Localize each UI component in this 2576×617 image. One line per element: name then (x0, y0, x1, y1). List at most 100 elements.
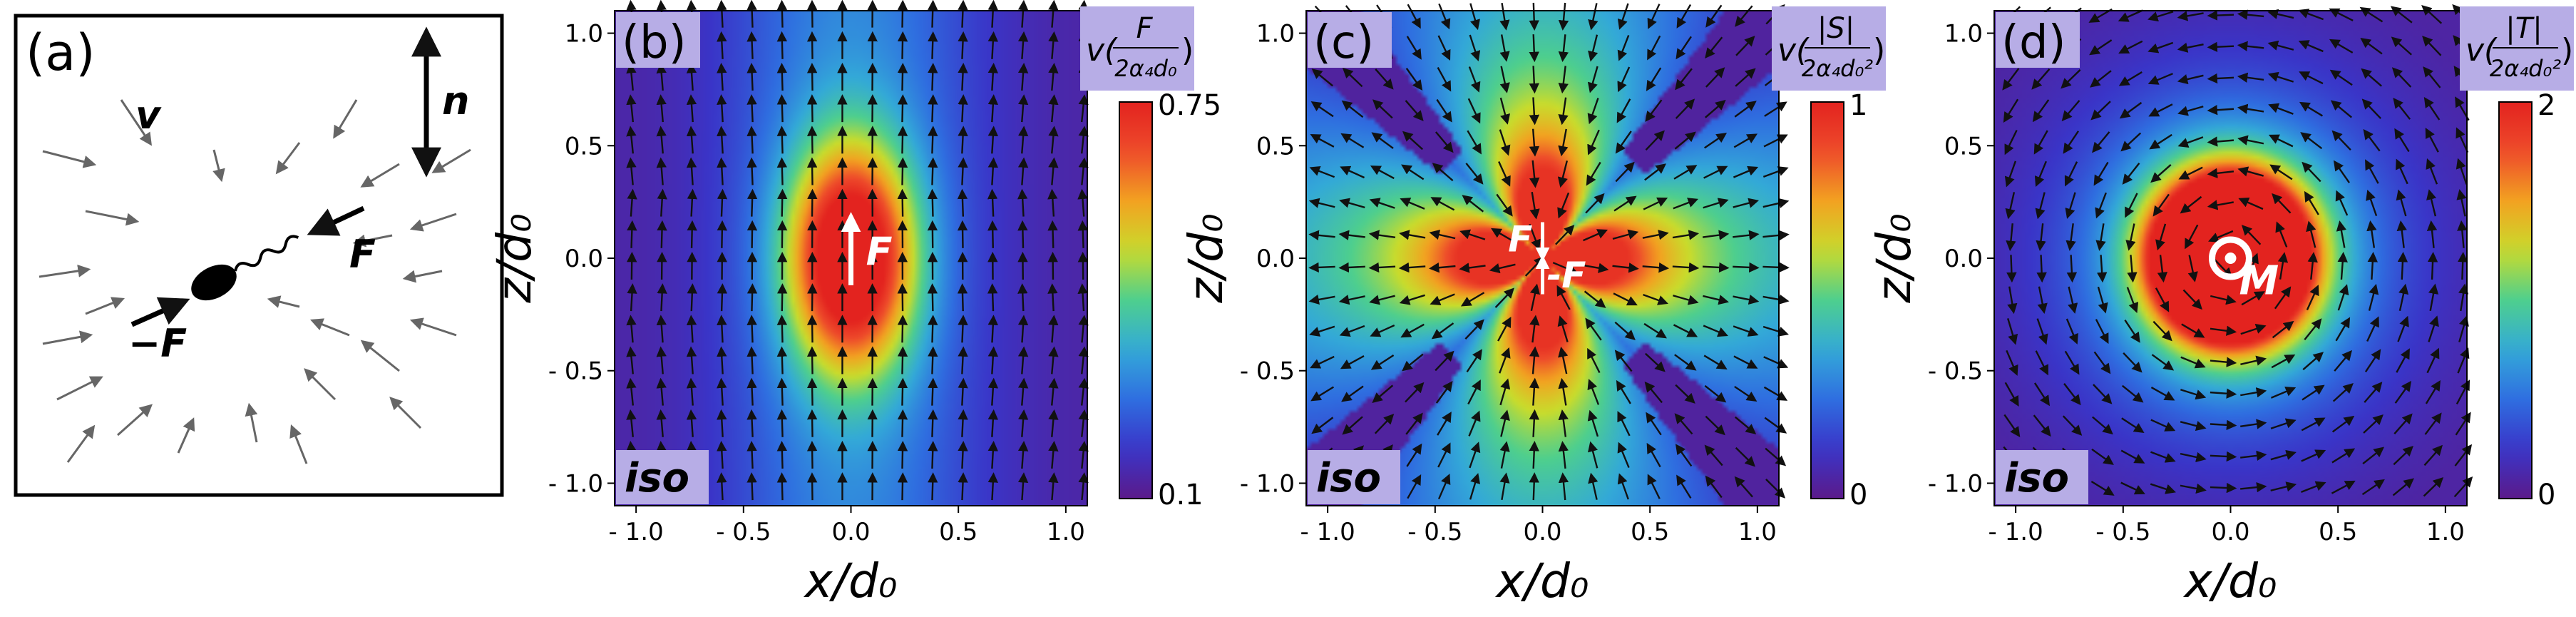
velocity-arrow (245, 402, 258, 443)
chart-panel-3: - 1.0 - 0.5 0.0 0.5 1.0 - 1.0 - 0.5 0.0 0.5 1.0 x/… (1867, 4, 2574, 608)
field-arrow (1642, 230, 1669, 240)
field-arrow (928, 62, 938, 91)
field-arrow (1734, 101, 1757, 118)
field-arrow (1673, 324, 1698, 337)
field-arrow (2180, 389, 2207, 400)
field-arrow (1558, 2, 1569, 31)
field-arrow (1311, 68, 1333, 87)
field-arrow (2066, 223, 2076, 251)
field-arrow (2090, 480, 2115, 496)
field-arrow (746, 346, 757, 374)
field-arrow (717, 440, 727, 469)
field-arrow (2458, 315, 2469, 342)
field-arrow (897, 377, 908, 406)
field-arrow (1467, 98, 1481, 124)
field-arrow (2247, 253, 2259, 280)
field-arrow (656, 126, 667, 154)
field-arrow (2032, 99, 2050, 123)
y-axis-label: z/d₀ (1179, 213, 1233, 303)
field-arrow (2207, 41, 2234, 52)
field-arrow (1617, 34, 1630, 61)
field-arrow (2033, 382, 2050, 407)
field-arrow (1494, 287, 1514, 308)
field-arrow (2238, 198, 2264, 210)
field-arrow (1469, 3, 1480, 31)
field-arrow (1705, 67, 1725, 88)
field-arrow (1467, 379, 1481, 405)
field-arrow (1588, 441, 1599, 469)
field-arrow (1462, 195, 1484, 213)
field-arrow (1407, 474, 1422, 499)
field-arrow (1558, 34, 1569, 63)
field-arrow (2177, 106, 2204, 116)
field-arrow (1469, 34, 1481, 62)
field-arrow (987, 94, 999, 123)
velocity-arrow (39, 264, 91, 278)
field-arrow (2036, 255, 2047, 283)
field-arrow (2180, 421, 2207, 432)
field-arrow (2147, 41, 2174, 53)
field-arrow (1588, 34, 1599, 62)
field-arrow (627, 283, 637, 312)
velocity-arrow (389, 397, 422, 429)
field-arrow (1558, 472, 1569, 501)
field-arrow (2306, 285, 2319, 310)
field-arrow (2456, 158, 2468, 185)
field-arrow (987, 63, 999, 91)
field-arrow (746, 31, 757, 59)
field-arrow (1398, 262, 1426, 273)
field-arrow (2456, 127, 2469, 153)
colorbar-label-close: ) (1873, 32, 1885, 68)
field-arrow (1338, 295, 1365, 305)
field-arrow (1432, 163, 1454, 182)
field-arrow (1615, 161, 1635, 183)
field-arrow (2120, 481, 2145, 495)
field-arrow (2003, 98, 2019, 123)
y-tick-label: 0.0 (1256, 245, 1295, 273)
field-arrow (2152, 193, 2170, 217)
field-arrow (1338, 230, 1365, 240)
field-arrow (2300, 132, 2323, 150)
field-arrow (2002, 68, 2020, 91)
field-arrow (1705, 36, 1723, 59)
field-arrow (2240, 419, 2267, 429)
field-arrow (746, 0, 757, 28)
field-arrow (2031, 68, 2051, 90)
field-arrow (1529, 128, 1540, 157)
field-arrow (2397, 251, 2408, 280)
field-arrow (1644, 352, 1666, 372)
field-arrow (987, 126, 999, 154)
field-arrow (1556, 285, 1571, 310)
field-arrow (1497, 317, 1512, 342)
swimmer-flagellum (234, 235, 299, 272)
field-arrow (2120, 132, 2142, 152)
colorbar-label-denominator: 2α₄d₀² (1802, 55, 1873, 82)
field-arrow (1048, 409, 1059, 437)
field-arrow (1464, 319, 1484, 340)
field-arrow (1764, 101, 1787, 117)
field-arrow (1401, 164, 1425, 180)
field-arrow (626, 377, 637, 406)
field-arrow (1529, 315, 1540, 343)
field-arrow (1370, 354, 1395, 370)
field-arrow (1437, 442, 1451, 468)
field-arrow (2331, 415, 2355, 433)
field-arrow (1077, 188, 1088, 217)
field-arrow (2330, 100, 2352, 118)
field-arrow (1078, 346, 1089, 374)
field-arrow (717, 126, 727, 154)
neg-force-label: −F (128, 321, 187, 366)
field-arrow (806, 377, 818, 406)
field-arrow (928, 440, 938, 469)
field-arrow (897, 31, 908, 59)
field-arrow (2237, 135, 2264, 146)
field-arrow (1702, 262, 1730, 273)
panel-label: (b) (622, 16, 687, 69)
field-arrow (626, 409, 637, 437)
field-arrow (1078, 441, 1089, 469)
field-arrow (958, 315, 968, 343)
velocity-arrow (117, 404, 153, 437)
field-arrow (2006, 350, 2018, 376)
field-arrow (2210, 325, 2237, 336)
field-arrow (2329, 69, 2353, 86)
